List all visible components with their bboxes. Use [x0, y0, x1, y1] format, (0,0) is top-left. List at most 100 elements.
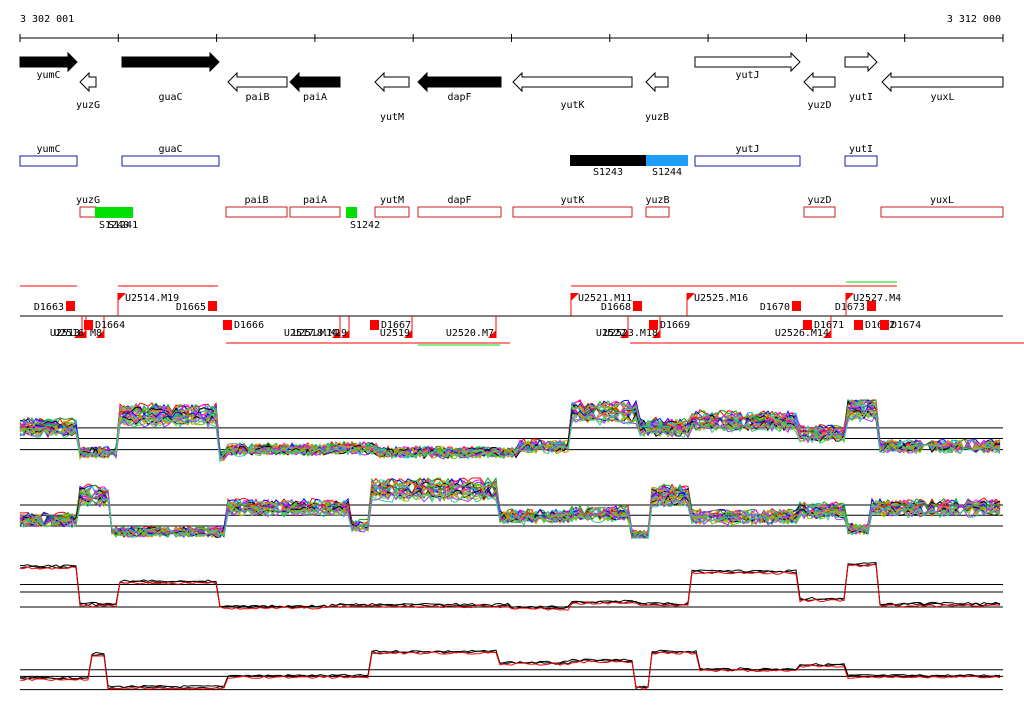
profile-line	[19, 412, 1001, 464]
marker-D1673	[867, 301, 876, 311]
plus-box-yutI	[844, 155, 878, 167]
minus-box-label-yuzD: yuzD	[807, 195, 831, 206]
marker-label-U2518.M19: U2518.M19	[293, 328, 347, 339]
marker-label-D1668: D1668	[601, 302, 631, 313]
segment-label-S1242: S1242	[350, 220, 380, 231]
plus-box-label-yumC: yumC	[36, 144, 60, 155]
minus-box-yuzG	[79, 206, 97, 218]
marker-label-U2523.M18: U2523.M18	[604, 328, 658, 339]
segment-label-S1240: S1240	[99, 220, 129, 231]
plus-box-label-yutJ: yutJ	[735, 144, 759, 155]
gene-arrow-paiB	[227, 71, 288, 93]
minus-box-dapF	[417, 206, 502, 218]
profile-line	[19, 563, 1001, 611]
profile-line	[19, 490, 1001, 539]
gene-label-yuzD: yuzD	[807, 100, 831, 111]
segment-S1240	[95, 207, 104, 218]
gene-label-yuzB: yuzB	[645, 112, 669, 123]
gene-label-paiA: paiA	[303, 92, 327, 103]
gene-label-guaC: guaC	[158, 92, 182, 103]
marker-label-U2522: U2522	[596, 328, 626, 339]
marker-U2519	[404, 330, 412, 338]
marker-D1664	[84, 320, 93, 330]
gene-arrow-yutI	[844, 51, 878, 73]
marker-D1668	[633, 301, 642, 311]
gene-label-yutI: yutI	[849, 92, 873, 103]
gene-label-paiB: paiB	[245, 92, 269, 103]
gene-arrow-yumC	[19, 51, 78, 73]
gene-arrow-yuzB	[645, 71, 669, 93]
minus-box-label-yuzB: yuzB	[645, 195, 669, 206]
minus-box-yutK	[512, 206, 633, 218]
marker-U2523.M18	[652, 330, 660, 338]
marker-D1663	[66, 301, 75, 311]
minus-box-yuzB	[645, 206, 670, 218]
marker-label-D1667: D1667	[381, 320, 411, 331]
marker-label-U2516: U2516	[54, 328, 84, 339]
marker-U2517.M14	[332, 330, 340, 338]
profile-line	[19, 651, 1001, 690]
profile-line	[19, 489, 1001, 539]
gene-label-yutK: yutK	[560, 100, 584, 111]
profile-panel-strand-plus-summary	[19, 561, 1003, 611]
gene-label-yuzG: yuzG	[76, 100, 100, 111]
gene-arrow-yutM	[374, 71, 410, 93]
profile-line	[19, 563, 1000, 610]
minus-box-label-yuzG: yuzG	[76, 195, 100, 206]
marker-D1665	[208, 301, 217, 311]
gene-arrow-yuzD	[803, 71, 836, 93]
segment-S1243	[570, 155, 646, 166]
marker-U2518.M19	[341, 330, 349, 338]
ruler-end-label: 3 312 000	[947, 14, 1001, 25]
plus-box-yutJ	[694, 155, 801, 167]
marker-D1671	[803, 320, 812, 330]
minus-box-yutM	[374, 206, 410, 218]
marker-U2526.M14	[823, 330, 831, 338]
marker-label-D1663: D1663	[34, 302, 64, 313]
gene-strand-track: yumC yuzG guaC paiB paiA yutM dapF yutK yuzB yutJ…	[19, 51, 1004, 123]
marker-M8	[96, 330, 104, 338]
gene-arrow-yutK	[512, 71, 633, 93]
marker-D1672	[854, 320, 863, 330]
marker-label-U2519: U2519	[380, 328, 410, 339]
marker-U2516	[78, 330, 86, 338]
marker-D1669	[649, 320, 658, 330]
minus-box-label-yutK: yutK	[560, 195, 584, 206]
profile-panel-strand-minus-summary	[19, 649, 1003, 691]
marker-label-U2525.M16: U2525.M16	[694, 293, 748, 304]
segment-S1244	[646, 155, 688, 166]
marker-label-U2514.M19: U2514.M19	[125, 293, 179, 304]
profile-line	[19, 561, 1001, 609]
minus-box-label-yuxL: yuxL	[930, 195, 954, 206]
minus-box-label-paiA: paiA	[303, 195, 327, 206]
segment-S1242	[346, 207, 357, 218]
minus-box-yuzD	[803, 206, 836, 218]
gene-label-yutJ: yutJ	[735, 70, 759, 81]
marker-label-U2520.M7: U2520.M7	[446, 328, 494, 339]
marker-label-D1665: D1665	[176, 302, 206, 313]
plus-annotation-track: yumC guaC yutJ yutI S1243 S1244	[19, 144, 878, 178]
minus-box-label-yutM: yutM	[380, 195, 404, 206]
gene-arrow-dapF	[417, 71, 502, 93]
marker-label-U2521.M11: U2521.M11	[578, 293, 632, 304]
marker-label-D1664: D1664	[95, 320, 125, 331]
marker-label-D1673: D1673	[835, 302, 865, 313]
marker-D1670	[792, 301, 801, 311]
coordinate-ruler: 3 302 001 3 312 000	[19, 14, 1004, 42]
minus-box-label-paiB: paiB	[244, 195, 268, 206]
marker-label-U2527.M4: U2527.M4	[853, 293, 901, 304]
profile-track	[19, 398, 1003, 691]
gene-arrow-guaC	[121, 51, 220, 73]
marker-label-U2517.M14: U2517.M14	[284, 328, 338, 339]
marker-label-D1669: D1669	[660, 320, 690, 331]
marker-label-D1674: D1674	[891, 320, 921, 331]
marker-D1674	[880, 320, 889, 330]
marker-U2514.M19	[118, 293, 126, 301]
minus-box-paiB	[225, 206, 288, 218]
segment-label-S1243: S1243	[593, 167, 623, 178]
marker-U2522	[620, 330, 628, 338]
plus-box-label-yutI: yutI	[849, 144, 873, 155]
gene-arrow-paiA	[289, 71, 341, 93]
segment-label-S1241: S1241	[108, 220, 138, 231]
